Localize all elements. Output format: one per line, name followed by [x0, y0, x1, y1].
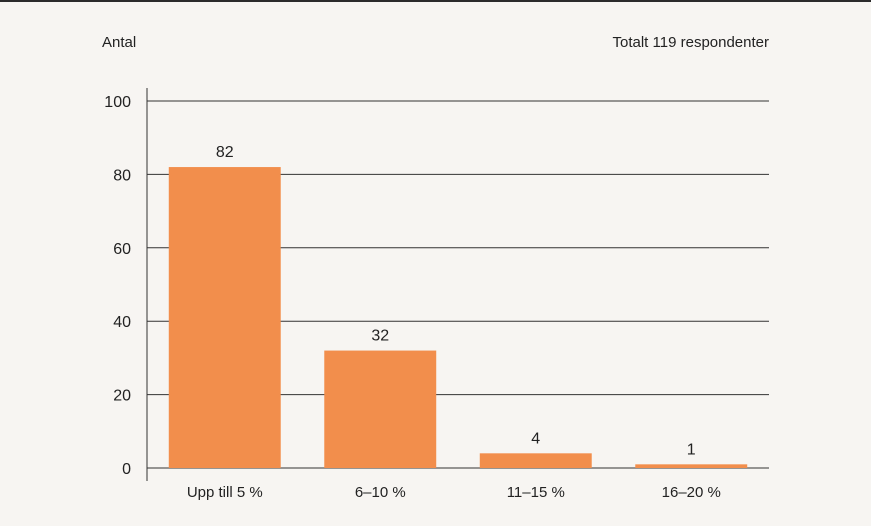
- category-labels: Upp till 5 % 6–10 % 11–15 % 16–20 %: [187, 484, 721, 501]
- bar-4: [635, 464, 748, 468]
- category-label-1: Upp till 5 %: [187, 484, 263, 501]
- bar-3: [479, 453, 592, 468]
- y-tick-labels: 0 20 40 60 80 100: [104, 94, 131, 478]
- bar-2: [324, 350, 437, 468]
- y-tick-label-80: 80: [113, 167, 131, 184]
- y-axis-label: Antal: [102, 34, 136, 51]
- category-label-4: 16–20 %: [662, 484, 721, 501]
- bar-1: [168, 167, 281, 468]
- total-respondents-annotation: Totalt 119 respondenter: [613, 34, 770, 51]
- y-tick-label-60: 60: [113, 241, 131, 258]
- y-tick-label-40: 40: [113, 314, 131, 331]
- top-rule: [0, 0, 871, 2]
- category-label-2: 6–10 %: [355, 484, 406, 501]
- bar-value-label-3: 4: [531, 430, 540, 447]
- bar-value-labels: 82 32 4 1: [216, 144, 696, 458]
- bars: [168, 167, 748, 468]
- y-tick-label-100: 100: [104, 94, 131, 111]
- category-label-3: 11–15 %: [507, 484, 565, 501]
- y-tick-label-0: 0: [122, 461, 131, 478]
- bar-value-label-4: 1: [687, 441, 696, 458]
- y-tick-label-20: 20: [113, 388, 131, 405]
- bar-value-label-1: 82: [216, 144, 234, 161]
- bar-value-label-2: 32: [371, 328, 389, 345]
